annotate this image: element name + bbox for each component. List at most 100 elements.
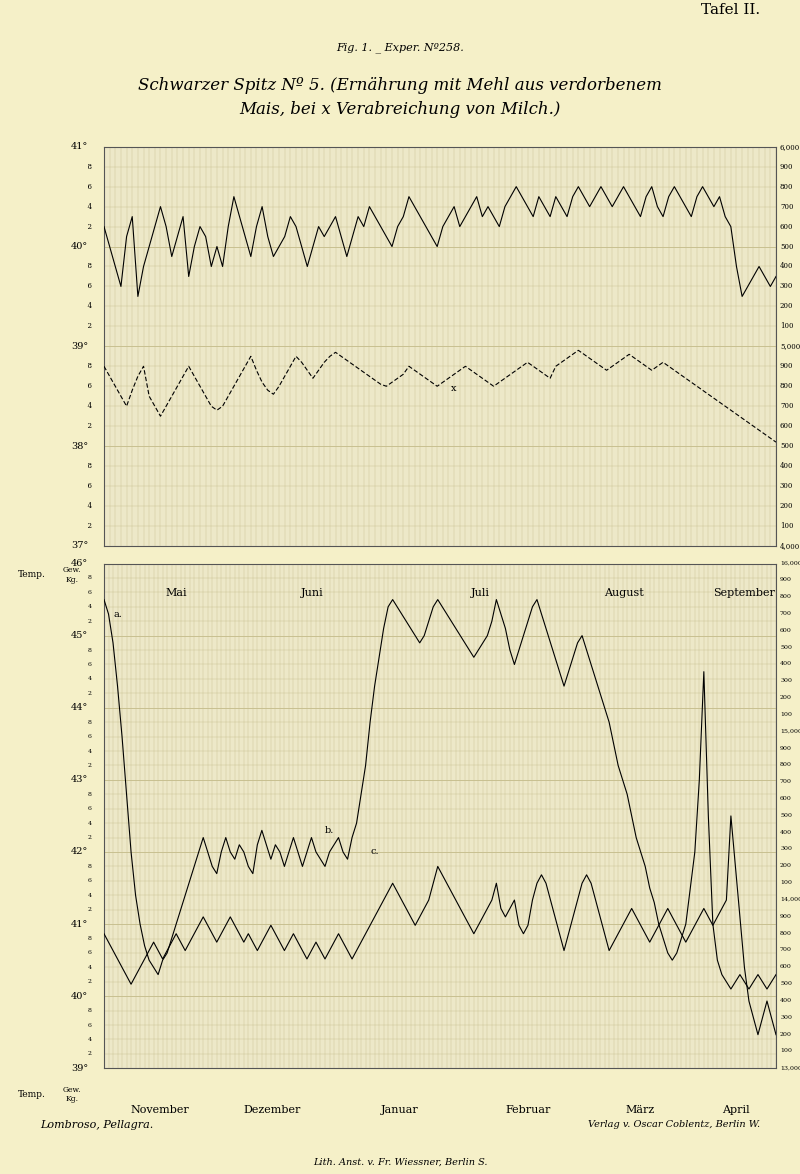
Text: 4: 4: [83, 303, 92, 310]
Text: Dezember: Dezember: [243, 1105, 301, 1115]
Text: 100: 100: [780, 323, 794, 330]
Text: 43°: 43°: [70, 775, 88, 784]
Text: 400: 400: [780, 830, 792, 835]
Text: 300: 300: [780, 1014, 792, 1020]
Text: 16,000: 16,000: [780, 560, 800, 566]
Text: c.: c.: [370, 848, 379, 857]
Text: 4: 4: [84, 749, 92, 754]
Text: 6: 6: [84, 807, 92, 811]
Text: 8: 8: [84, 575, 92, 580]
Text: 6: 6: [84, 1023, 92, 1027]
Text: 4: 4: [84, 1037, 92, 1043]
Text: Mai: Mai: [165, 587, 187, 598]
Text: 6: 6: [84, 589, 92, 595]
Text: 46°: 46°: [71, 559, 88, 568]
Text: 42°: 42°: [70, 848, 88, 857]
Text: 38°: 38°: [71, 441, 88, 451]
Text: 45°: 45°: [71, 632, 88, 640]
Text: 100: 100: [780, 711, 792, 717]
Text: 8: 8: [84, 648, 92, 653]
Text: Verlag v. Oscar Coblentz, Berlin W.: Verlag v. Oscar Coblentz, Berlin W.: [588, 1120, 760, 1129]
Text: November: November: [130, 1105, 190, 1115]
Text: 6: 6: [83, 383, 92, 390]
Text: 2: 2: [83, 323, 92, 330]
Text: 4: 4: [84, 965, 92, 970]
Text: 6: 6: [84, 734, 92, 740]
Text: 400: 400: [780, 263, 794, 270]
Text: September: September: [713, 587, 775, 598]
Text: 8: 8: [84, 864, 92, 869]
Text: 8: 8: [84, 1008, 92, 1013]
Text: Lith. Anst. v. Fr. Wiessner, Berlin S.: Lith. Anst. v. Fr. Wiessner, Berlin S.: [313, 1158, 487, 1167]
Text: 600: 600: [780, 223, 794, 230]
Text: Februar: Februar: [506, 1105, 550, 1115]
Text: 15,000: 15,000: [780, 729, 800, 734]
Text: 300: 300: [780, 483, 794, 490]
Text: 800: 800: [780, 383, 794, 390]
Text: 800: 800: [780, 931, 792, 936]
Text: 4: 4: [83, 203, 92, 210]
Text: 44°: 44°: [70, 703, 88, 713]
Text: 900: 900: [780, 913, 792, 919]
Text: 900: 900: [780, 578, 792, 582]
Text: 2: 2: [83, 423, 92, 430]
Text: 600: 600: [780, 796, 792, 801]
Text: 39°: 39°: [71, 342, 88, 351]
Text: 600: 600: [780, 628, 792, 633]
Text: 6: 6: [83, 183, 92, 190]
Text: 800: 800: [780, 762, 792, 768]
Text: 200: 200: [780, 863, 792, 869]
Text: 2: 2: [84, 979, 92, 984]
Text: 2: 2: [84, 690, 92, 696]
Text: 2: 2: [84, 835, 92, 841]
Text: 700: 700: [780, 203, 794, 210]
Text: 8: 8: [84, 936, 92, 942]
Text: 39°: 39°: [71, 1064, 88, 1073]
Text: 40°: 40°: [71, 992, 88, 1000]
Text: Fig. 1. _ Exper. Nº258.: Fig. 1. _ Exper. Nº258.: [336, 42, 464, 53]
Text: 6: 6: [84, 662, 92, 667]
Text: 8: 8: [83, 263, 92, 270]
Text: 4: 4: [84, 605, 92, 609]
Text: August: August: [604, 587, 644, 598]
Text: 6: 6: [83, 283, 92, 290]
Text: 200: 200: [780, 695, 792, 700]
Text: 2: 2: [84, 1052, 92, 1057]
Text: Gew.
Kg.: Gew. Kg.: [62, 1086, 82, 1104]
Text: 2: 2: [84, 908, 92, 912]
Text: 900: 900: [780, 163, 794, 170]
Text: 8: 8: [83, 363, 92, 370]
Text: 6: 6: [84, 878, 92, 883]
Text: 6: 6: [84, 951, 92, 956]
Text: 400: 400: [780, 661, 792, 667]
Text: 4: 4: [83, 502, 92, 510]
Text: 4: 4: [84, 892, 92, 898]
Text: 500: 500: [780, 243, 794, 250]
Text: 600: 600: [780, 964, 792, 970]
Text: 2: 2: [84, 619, 92, 623]
Text: 200: 200: [780, 502, 794, 510]
Text: 8: 8: [84, 720, 92, 724]
Text: Schwarzer Spitz Nº 5. (Ernährung mit Mehl aus verdorbenem
Mais, bei x Verabreich: Schwarzer Spitz Nº 5. (Ernährung mit Meh…: [138, 77, 662, 117]
Text: 2: 2: [84, 763, 92, 768]
Text: 6,000: 6,000: [780, 143, 800, 150]
Text: Hund Nº 6.  Ernährung mit Mehl aus verdorbenem Mais,
Brod und Knochen (a), Fleis: Hund Nº 6. Ernährung mit Mehl aus verdor…: [159, 488, 641, 527]
Text: 4: 4: [83, 403, 92, 410]
Text: 100: 100: [780, 880, 792, 885]
Text: 600: 600: [780, 423, 794, 430]
Text: 500: 500: [780, 981, 792, 986]
Text: 4: 4: [84, 676, 92, 681]
Text: Gew.
Kg.: Gew. Kg.: [62, 566, 82, 583]
Text: 40°: 40°: [71, 242, 88, 251]
Text: 300: 300: [780, 846, 792, 851]
Text: 200: 200: [780, 1032, 792, 1037]
Text: 200: 200: [780, 303, 794, 310]
Text: Tafel II.: Tafel II.: [701, 2, 760, 16]
Text: 700: 700: [780, 610, 792, 616]
Text: 14,000: 14,000: [780, 897, 800, 902]
Text: 300: 300: [780, 679, 792, 683]
Text: 500: 500: [780, 443, 794, 450]
Text: Temp.: Temp.: [18, 571, 46, 580]
Text: 8: 8: [84, 791, 92, 797]
Text: 800: 800: [780, 594, 792, 599]
